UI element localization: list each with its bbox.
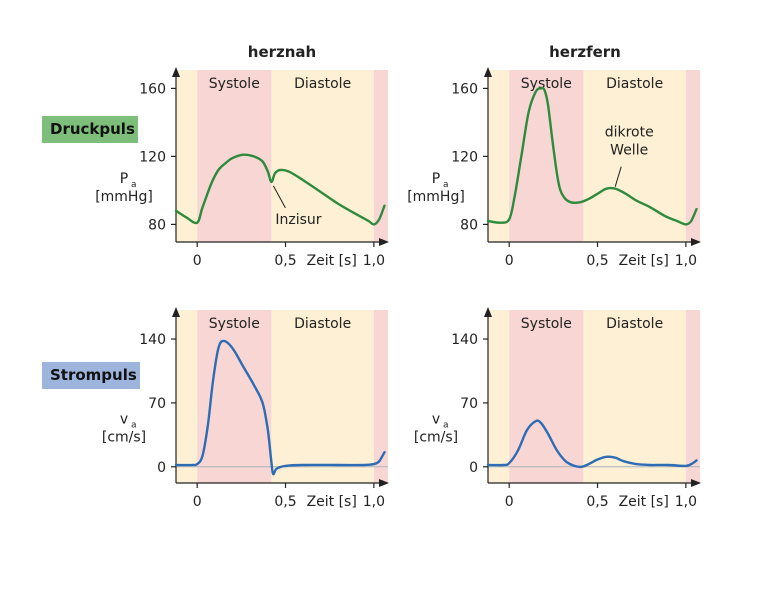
y-axis-symbol: v (432, 412, 440, 428)
x-tick-label: 0 (505, 494, 514, 510)
y-axis-symbol: P (432, 171, 440, 187)
y-tick-label: 120 (451, 149, 478, 165)
incisura-label: Inzisur (275, 212, 321, 228)
data-line (486, 419, 698, 469)
y-axis-subscript: a (443, 180, 449, 190)
y-tick-label: 70 (148, 396, 166, 412)
next-systole-band (373, 310, 388, 483)
y-axis-unit: [cm/s] (414, 430, 458, 446)
panel-v-right: Systole Diastole 0 70 140 0 0,5 1,0 Zeit [s] v a[c… (414, 307, 701, 510)
y-axis-unit: [cm/s] (102, 430, 146, 446)
y-axis-unit: [mmHg] (407, 189, 465, 205)
next-systole-band (373, 70, 388, 242)
x-axis-title: Zeit [s] (307, 253, 357, 269)
systole-label: Systole (209, 76, 260, 92)
diastole-band (271, 310, 374, 483)
pre-systole-band (176, 70, 198, 242)
y-axis-symbol: P (120, 171, 128, 187)
y-axis-subscript: a (131, 180, 137, 190)
y-axis-arrow (484, 67, 492, 77)
diastole-label: Diastole (294, 316, 351, 332)
y-tick-label: 160 (451, 81, 478, 97)
diastole-label: Diastole (606, 316, 663, 332)
x-tick-label: 1,0 (675, 253, 697, 269)
y-tick-label: 140 (139, 332, 166, 348)
x-axis-title: Zeit [s] (307, 494, 357, 510)
diastole-label: Diastole (294, 76, 351, 92)
x-tick-label: 0 (193, 494, 202, 510)
druckpuls-badge: Druckpuls (42, 116, 138, 143)
pre-systole-band (488, 310, 510, 483)
y-axis-arrow (172, 67, 180, 77)
x-axis-arrow (691, 238, 701, 246)
data-line (486, 86, 698, 226)
pre-systole-band (176, 310, 198, 483)
panel-p-left: Systole Diastole 80 120 160 0 0,5 1,0 Zeit [s] P a… (95, 67, 389, 269)
dicrotic-pointer (614, 166, 622, 187)
y-tick-label: 80 (460, 217, 478, 233)
systole-label: Systole (521, 316, 572, 332)
x-axis-title: Zeit [s] (619, 494, 669, 510)
y-tick-label: 160 (139, 81, 166, 97)
data-line (174, 339, 386, 476)
x-tick-label: 1,0 (675, 494, 697, 510)
y-tick-label: 70 (460, 396, 478, 412)
systole-label: Systole (521, 76, 572, 92)
x-axis-arrow (379, 238, 389, 246)
x-tick-label: 0 (193, 253, 202, 269)
y-axis-subscript: a (131, 421, 137, 431)
next-systole-band (685, 70, 700, 242)
incisura-pointer (272, 185, 286, 209)
systole-label: Systole (209, 316, 260, 332)
panel-p-right: Systole Diastole 80 120 160 0 0,5 1,0 Zeit [s] P a… (407, 67, 701, 269)
y-tick-label: 140 (451, 332, 478, 348)
data-line (174, 153, 386, 226)
diastole-label: Diastole (606, 76, 663, 92)
x-tick-label: 0,5 (586, 494, 608, 510)
dicrotic-label-line2: Welle (610, 143, 648, 159)
strompuls-badge: Strompuls (42, 362, 140, 389)
y-tick-label: 0 (469, 460, 478, 476)
y-tick-label: 0 (157, 460, 166, 476)
y-axis-arrow (484, 307, 492, 317)
y-axis-arrow (172, 307, 180, 317)
y-axis-subscript: a (443, 421, 449, 431)
diastole-band (583, 70, 686, 242)
x-tick-label: 0,5 (274, 494, 296, 510)
x-axis-title: Zeit [s] (619, 253, 669, 269)
x-tick-label: 1,0 (363, 494, 385, 510)
x-axis-arrow (379, 479, 389, 487)
diastole-band (583, 310, 686, 483)
x-tick-label: 0,5 (586, 253, 608, 269)
x-axis-arrow (691, 479, 701, 487)
x-tick-label: 1,0 (363, 253, 385, 269)
y-tick-label: 80 (148, 217, 166, 233)
dicrotic-label-line1: dikrote (605, 125, 654, 141)
x-tick-label: 0,5 (274, 253, 296, 269)
y-axis-unit: [mmHg] (95, 189, 153, 205)
column-title-herznah: herznah (248, 43, 316, 61)
next-systole-band (685, 310, 700, 483)
y-axis-symbol: v (120, 412, 128, 428)
x-tick-label: 0 (505, 253, 514, 269)
panel-v-left: Systole Diastole 0 70 140 0 0,5 1,0 Zeit [s] v a[c… (102, 307, 389, 510)
pre-systole-band (488, 70, 510, 242)
y-tick-label: 120 (139, 149, 166, 165)
systole-band (509, 310, 584, 483)
column-title-herzfern: herzfern (549, 43, 621, 61)
